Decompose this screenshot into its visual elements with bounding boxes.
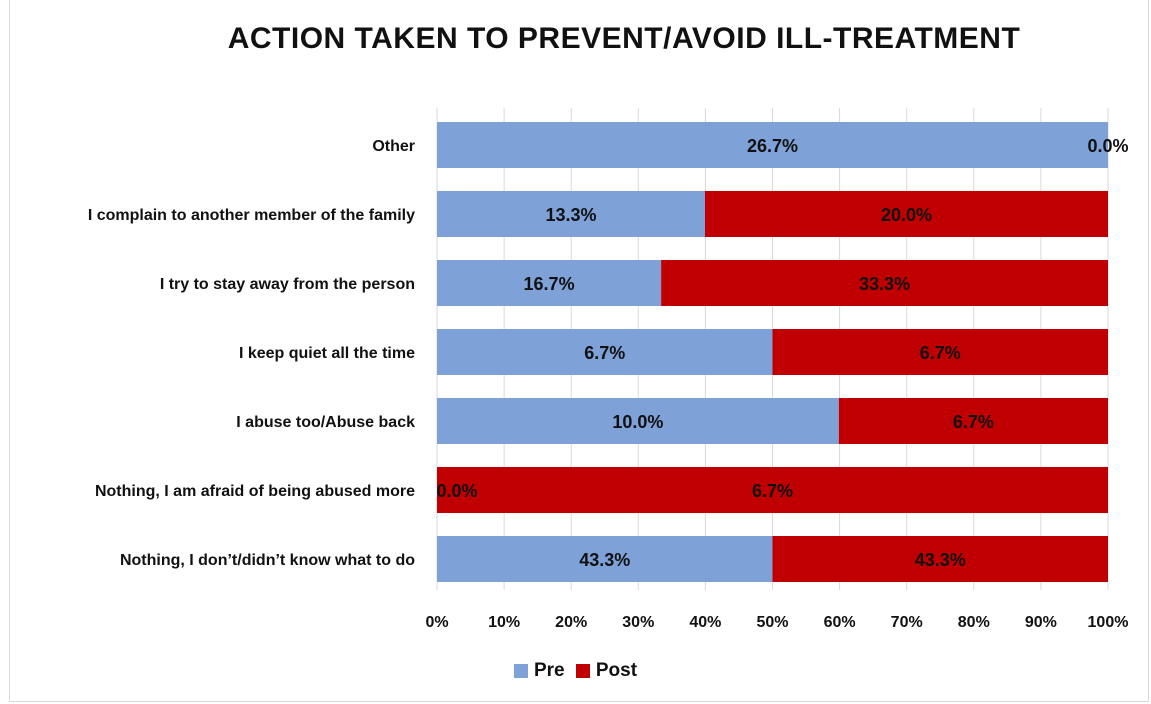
x-tick-label: 0%: [425, 614, 448, 631]
bar-pre: [437, 191, 705, 237]
bar-pre: [437, 398, 839, 444]
data-label: 13.3%: [545, 205, 596, 225]
bar-post: [772, 536, 1108, 582]
data-label: 20.0%: [881, 205, 932, 225]
category-label: I keep quiet all the time: [239, 345, 415, 362]
data-label: 16.7%: [524, 274, 575, 294]
bar-post: [772, 329, 1108, 375]
x-tick-label: 10%: [488, 614, 520, 631]
x-tick-label: 100%: [1088, 614, 1129, 631]
x-tick-label: 60%: [824, 614, 856, 631]
bar-pre: [437, 122, 1108, 168]
category-label: I complain to another member of the fami…: [88, 207, 415, 224]
legend-swatch-pre: [513, 664, 528, 678]
data-label: 0.0%: [436, 481, 477, 501]
category-label: Nothing, I don’t/didn’t know what to do: [120, 552, 415, 569]
legend-swatch-post: [575, 664, 590, 678]
data-label: 6.7%: [920, 343, 961, 363]
category-label: I abuse too/Abuse back: [236, 414, 415, 431]
bar-pre: [437, 260, 662, 306]
legend: Pre Post: [0, 660, 1151, 684]
bar-post: [704, 191, 1108, 237]
x-tick-label: 40%: [689, 614, 721, 631]
bar-post: [437, 467, 1108, 513]
category-label: Nothing, I am afraid of being abused mor…: [95, 483, 415, 500]
bar-post: [661, 260, 1108, 306]
legend-item-post: Post: [575, 660, 638, 682]
x-tick-label: 90%: [1025, 614, 1057, 631]
x-tick-labels: 0% 10% 20% 30% 40% 50% 60% 70% 80% 90% 100%: [425, 614, 1128, 631]
category-label: Other: [372, 138, 415, 155]
bar-pre: [437, 536, 773, 582]
legend-label-post: Post: [595, 660, 638, 681]
legend-item-pre: Pre: [513, 660, 565, 682]
x-tick-label: 20%: [555, 614, 587, 631]
labels-layer: 26.7% 0.0% 13.3% 20.0% 16.7% 33.3% 6.7% 6.7% 10.…: [436, 136, 1128, 570]
legend-label-pre: Pre: [533, 660, 565, 681]
data-label: 33.3%: [859, 274, 910, 294]
data-label: 43.3%: [915, 550, 966, 570]
x-tick-label: 70%: [891, 614, 923, 631]
x-tick-label: 80%: [958, 614, 990, 631]
chart-frame: ACTION TAKEN TO PREVENT/AVOID ILL-TREATM…: [9, 0, 1149, 702]
x-tick-label: 50%: [756, 614, 788, 631]
data-label: 43.3%: [579, 550, 630, 570]
x-tick-label: 30%: [622, 614, 654, 631]
bar-post: [838, 398, 1108, 444]
category-labels: Other I complain to another member of the…: [88, 138, 415, 569]
data-label: 26.7%: [747, 136, 798, 156]
category-label: I try to stay away from the person: [160, 276, 415, 293]
data-label: 0.0%: [1087, 136, 1128, 156]
data-label: 6.7%: [584, 343, 625, 363]
data-label: 6.7%: [953, 412, 994, 432]
data-label: 10.0%: [612, 412, 663, 432]
data-label: 6.7%: [752, 481, 793, 501]
chart-title: ACTION TAKEN TO PREVENT/AVOID ILL-TREATM…: [227, 22, 1021, 55]
bars-layer: [437, 122, 1108, 582]
bar-pre: [437, 329, 773, 375]
